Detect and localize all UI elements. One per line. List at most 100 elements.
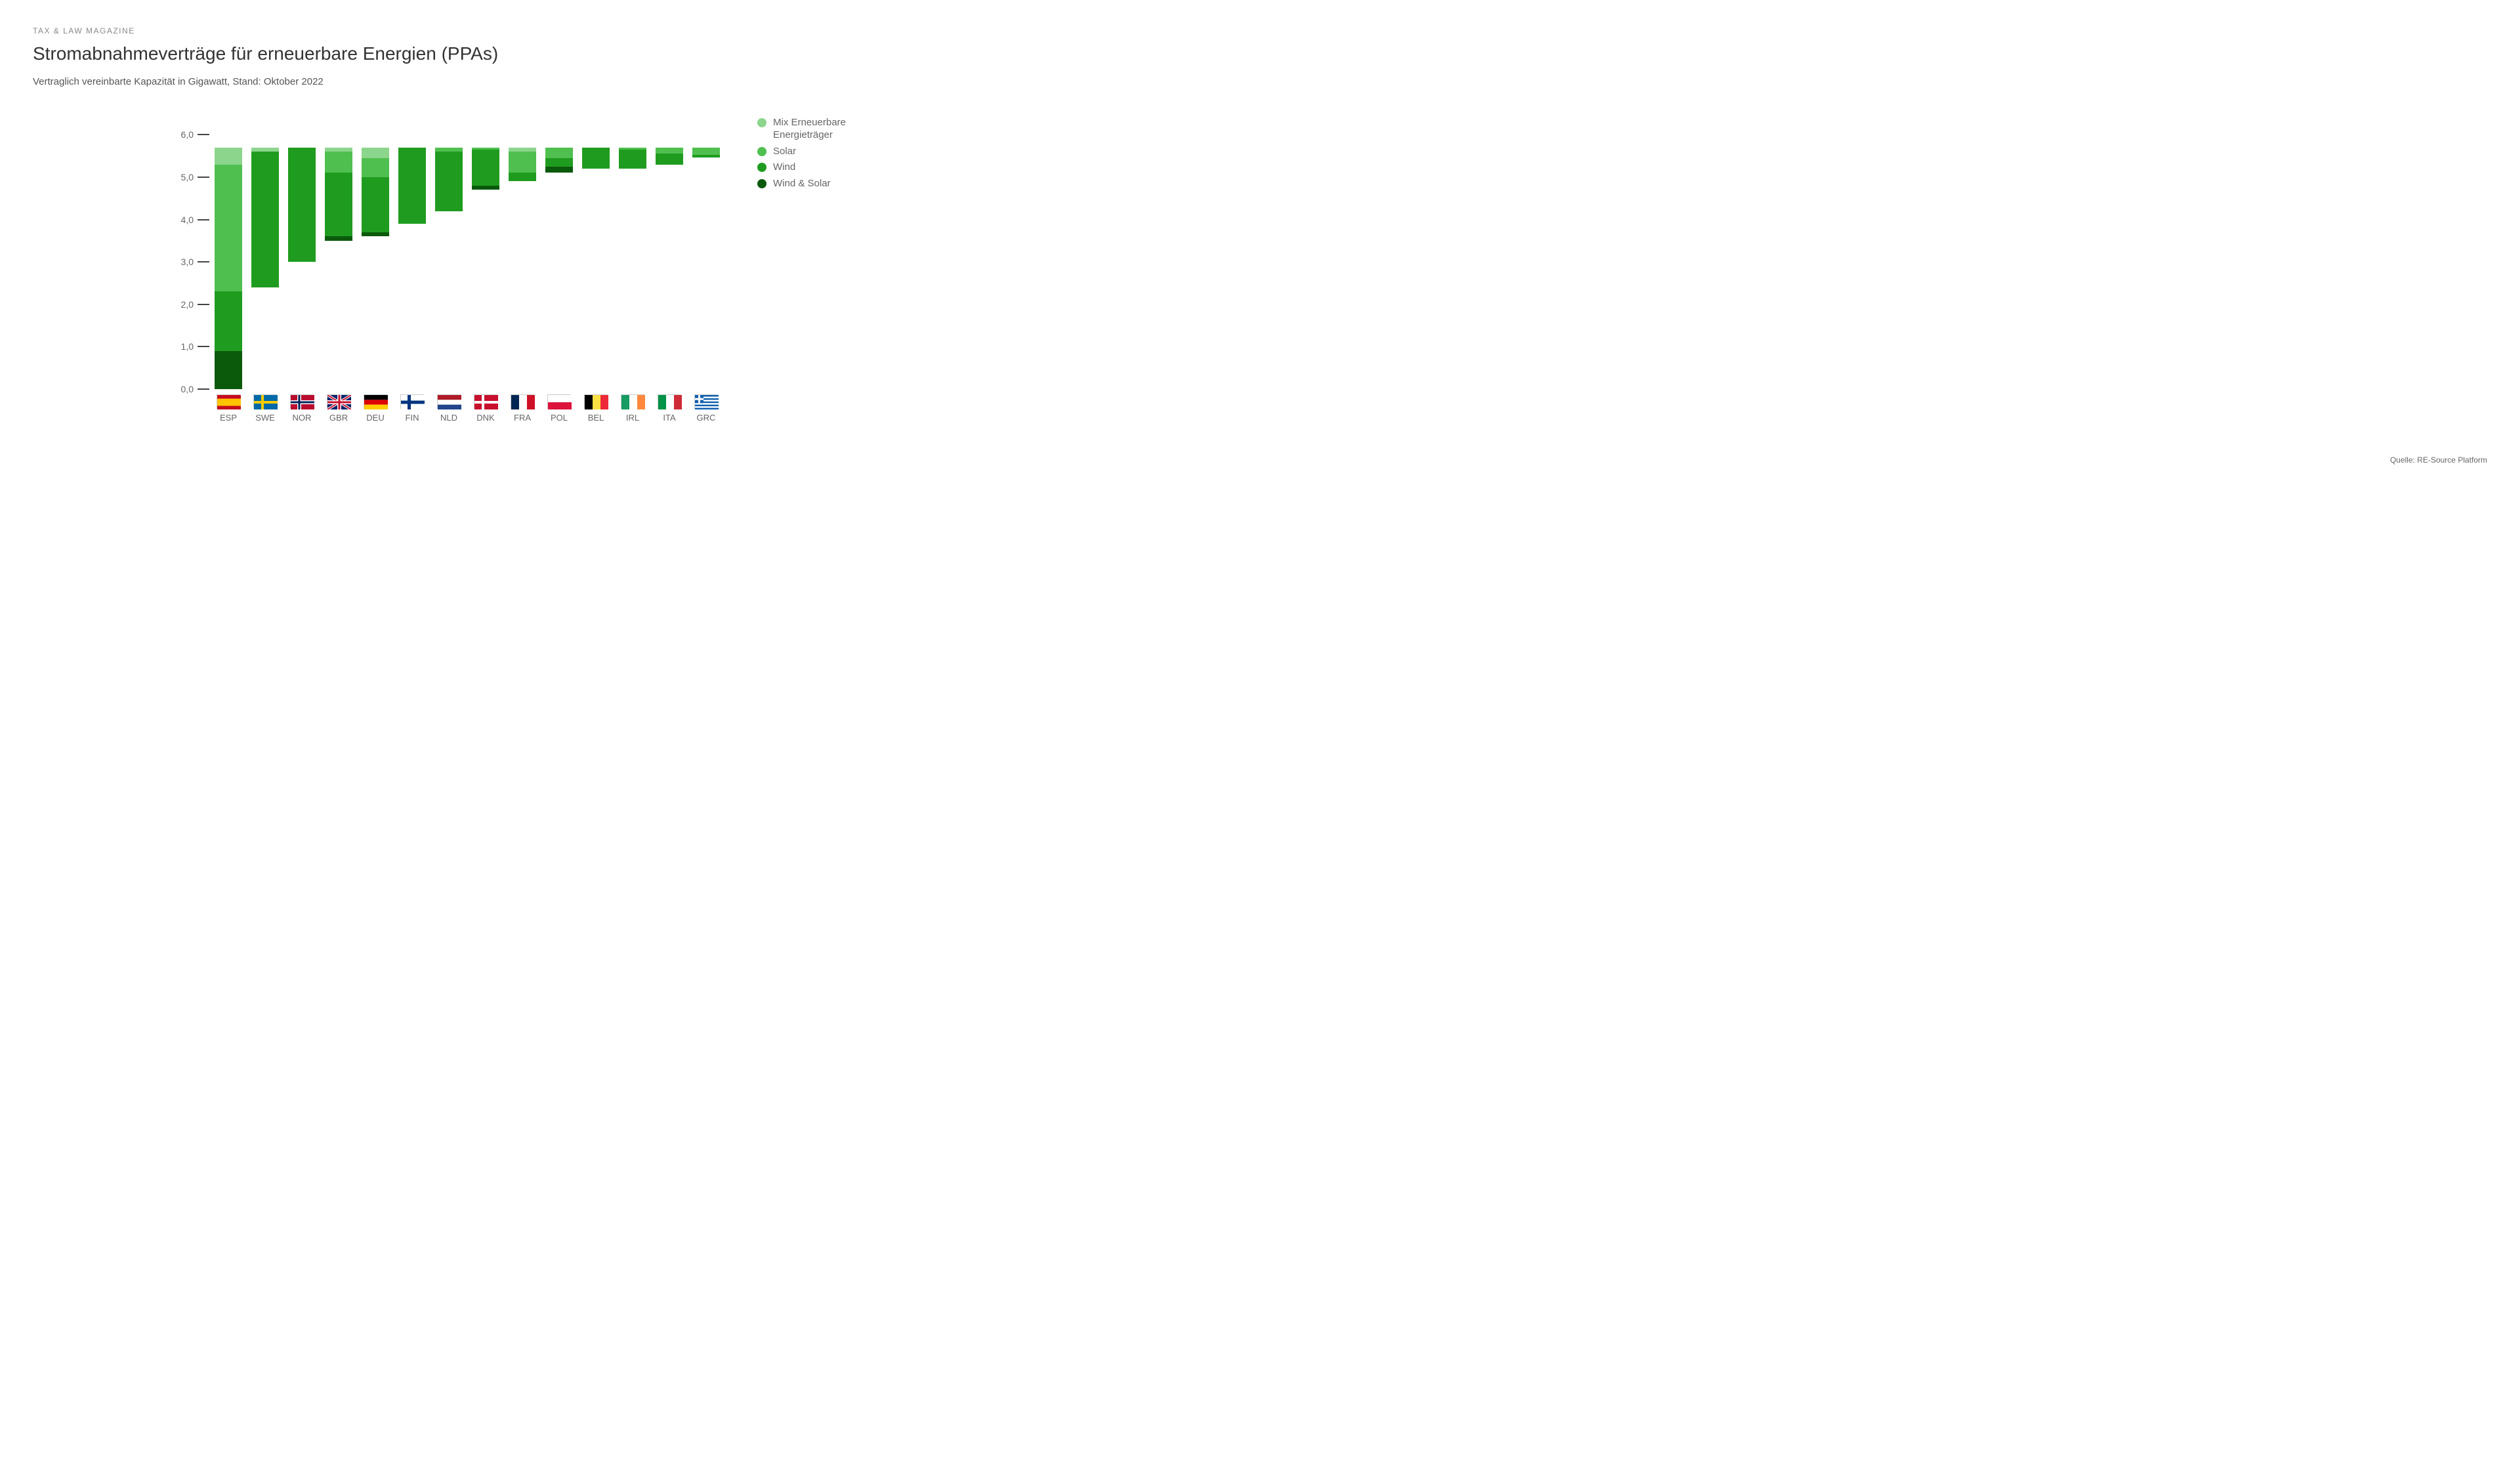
flag-icon <box>694 394 718 409</box>
country-code: SWE <box>255 413 275 423</box>
bar-segment-wind <box>582 148 610 169</box>
bars <box>210 148 724 389</box>
bar-stack <box>582 148 610 169</box>
legend-label: Mix Erneuerbare Energieträger <box>773 117 885 142</box>
x-label-column: POL <box>541 394 578 423</box>
legend-label: Solar <box>773 146 796 158</box>
bar-column <box>394 148 430 389</box>
y-tick-label: 6,0 <box>174 129 194 140</box>
y-tick: 0,0 <box>174 384 209 394</box>
y-tick-mark <box>198 177 209 178</box>
y-tick-mark <box>198 346 209 347</box>
flag-icon <box>327 394 350 409</box>
bar-segment-mix <box>215 148 242 165</box>
bar-segment-wind <box>619 150 646 169</box>
x-label-column: NLD <box>430 394 467 423</box>
x-label-column: ESP <box>210 394 247 423</box>
bar-column <box>430 148 467 389</box>
y-tick-label: 1,0 <box>174 341 194 352</box>
flag-icon <box>217 394 240 409</box>
x-label-column: GBR <box>320 394 357 423</box>
bar-segment-wind <box>325 173 352 236</box>
bar-column <box>357 148 394 389</box>
legend-dot <box>757 118 766 127</box>
country-code: POL <box>551 413 568 423</box>
bar-segment-wind_solar <box>325 236 352 240</box>
bar-column <box>467 148 504 389</box>
flag-icon <box>290 394 314 409</box>
y-tick: 4,0 <box>174 215 209 225</box>
legend-dot <box>757 163 766 172</box>
flag-icon <box>364 394 387 409</box>
y-tick-label: 3,0 <box>174 257 194 267</box>
bar-column <box>651 148 688 389</box>
bar-stack <box>692 148 720 157</box>
x-label-column: BEL <box>578 394 614 423</box>
bar-segment-wind_solar <box>472 186 499 190</box>
bar-segment-solar <box>656 148 683 154</box>
bar-segment-wind <box>288 148 316 262</box>
y-tick: 2,0 <box>174 299 209 310</box>
y-tick-mark <box>198 261 209 262</box>
legend: Mix Erneuerbare EnergieträgerSolarWindWi… <box>757 117 885 194</box>
country-code: IRL <box>626 413 639 423</box>
bar-segment-wind <box>435 152 463 211</box>
flag-icon <box>547 394 571 409</box>
country-code: BEL <box>588 413 604 423</box>
legend-label: Wind & Solar <box>773 178 831 190</box>
bar-segment-wind <box>215 291 242 350</box>
plot-area: 0,01,02,03,04,05,06,0 <box>210 114 724 389</box>
bar-segment-mix <box>362 148 389 158</box>
bar-segment-wind <box>472 150 499 186</box>
flag-icon <box>511 394 534 409</box>
bar-segment-wind <box>251 152 279 287</box>
y-tick: 1,0 <box>174 341 209 352</box>
bar-stack <box>398 148 426 224</box>
y-tick: 5,0 <box>174 172 209 182</box>
bar-segment-wind <box>692 155 720 157</box>
bar-segment-wind <box>545 158 573 167</box>
bar-stack <box>472 148 499 190</box>
country-code: FIN <box>406 413 419 423</box>
x-label-column: FRA <box>504 394 541 423</box>
bar-stack <box>362 148 389 237</box>
country-code: ITA <box>663 413 675 423</box>
bar-stack <box>545 148 573 173</box>
x-label-column: DEU <box>357 394 394 423</box>
bar-column <box>504 148 541 389</box>
country-code: NOR <box>293 413 312 423</box>
x-label-column: GRC <box>688 394 724 423</box>
country-code: GBR <box>329 413 348 423</box>
flag-icon <box>474 394 497 409</box>
y-tick: 3,0 <box>174 257 209 267</box>
bar-column <box>320 148 357 389</box>
y-tick-mark <box>198 388 209 390</box>
x-label-column: DNK <box>467 394 504 423</box>
bar-column <box>688 148 724 389</box>
bar-segment-solar <box>545 148 573 158</box>
bar-column <box>578 148 614 389</box>
flag-icon <box>437 394 461 409</box>
flag-icon <box>400 394 424 409</box>
bar-stack <box>435 148 463 211</box>
subtitle: Vertraglich vereinbarte Kapazität in Gig… <box>33 76 2487 87</box>
bar-segment-solar <box>509 152 536 173</box>
bar-segment-wind <box>509 173 536 181</box>
x-label-column: IRL <box>614 394 651 423</box>
y-tick-label: 4,0 <box>174 215 194 225</box>
bar-stack <box>251 148 279 287</box>
bar-segment-solar <box>692 148 720 156</box>
y-tick: 6,0 <box>174 129 209 140</box>
country-code: DNK <box>476 413 494 423</box>
country-code: FRA <box>514 413 531 423</box>
bar-segment-wind_solar <box>362 232 389 236</box>
bar-stack <box>215 148 242 389</box>
bar-segment-solar <box>215 165 242 292</box>
bar-column <box>284 148 320 389</box>
country-code: GRC <box>697 413 716 423</box>
flag-icon <box>621 394 644 409</box>
bar-column <box>210 148 247 389</box>
legend-item: Solar <box>757 146 885 158</box>
bar-segment-wind <box>656 154 683 164</box>
y-tick-label: 5,0 <box>174 172 194 182</box>
